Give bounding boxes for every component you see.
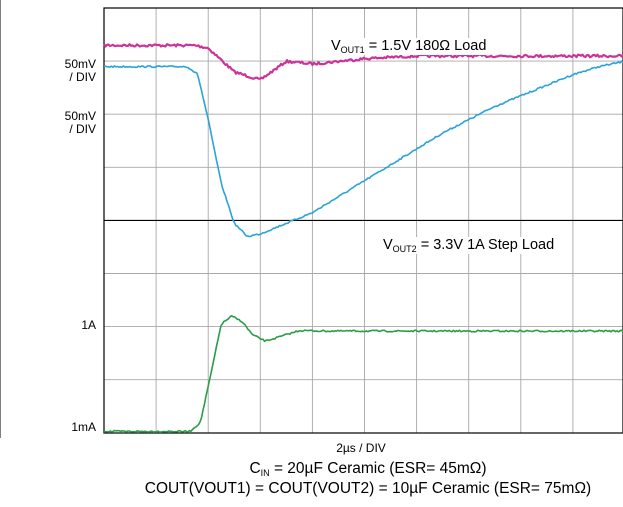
footnote-cin-rest: = 20µF Ceramic (ESR= 45mΩ) — [269, 460, 487, 477]
plot-frame — [103, 7, 623, 434]
vout1-annotation: VOUT1 = 1.5V 180Ω Load — [329, 38, 489, 55]
x-axis-label: 2µs / DIV — [336, 441, 386, 455]
vout1-annotation-sub: OUT1 — [340, 45, 365, 55]
current-level-label-1a: 1A — [81, 318, 96, 332]
channel2-scale-label: 50mV / DIV — [40, 110, 96, 136]
vout2-annotation: VOUT2 = 3.3V 1A Step Load — [381, 237, 557, 254]
footnote-cout: COUT(VOUT1) = COUT(VOUT2) = 10µF Ceramic… — [144, 480, 592, 497]
vout2-annotation-main: V — [383, 237, 393, 253]
series-trace-2 — [104, 60, 623, 238]
footnote-cin: CIN = 20µF Ceramic (ESR= 45mΩ) — [0, 460, 623, 478]
current-level-label-1ma: 1mA — [71, 420, 96, 434]
series-trace-1 — [103, 43, 623, 80]
vout1-annotation-main: V — [331, 38, 341, 54]
footnote-cin-main: C — [249, 460, 261, 477]
footnote-cin-sub: IN — [260, 468, 270, 478]
vout2-annotation-sub: OUT2 — [392, 244, 417, 254]
series-trace-3 — [103, 314, 623, 434]
channel2-scale-line1: 50mV — [64, 109, 96, 123]
channel1-scale-line2: / DIV — [69, 70, 96, 84]
oscilloscope-plot — [0, 0, 623, 438]
vout2-annotation-rest: = 3.3V 1A Step Load — [416, 237, 555, 253]
vout1-annotation-rest: = 1.5V 180Ω Load — [364, 38, 487, 54]
channel1-scale-line1: 50mV — [64, 57, 96, 71]
channel1-scale-label: 50mV / DIV — [40, 58, 96, 84]
channel2-scale-line2: / DIV — [69, 122, 96, 136]
